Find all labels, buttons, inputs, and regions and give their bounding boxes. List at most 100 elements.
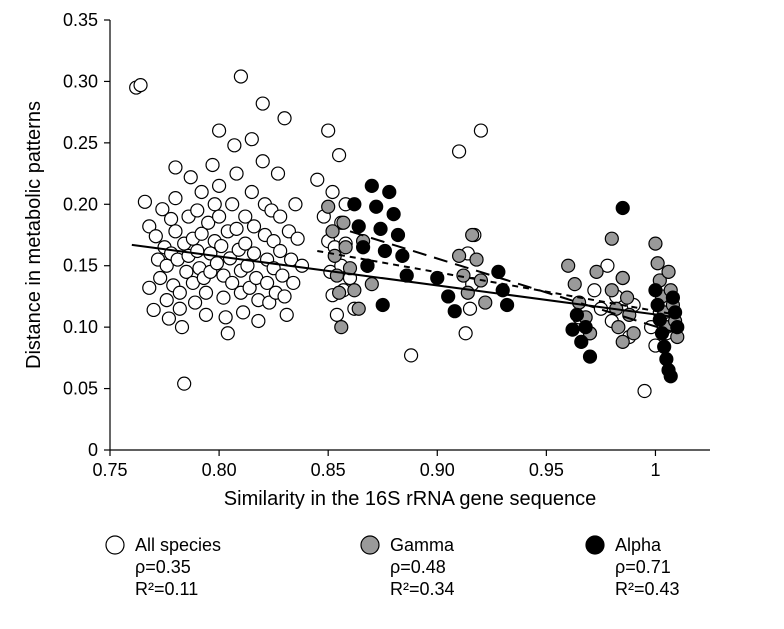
data-point [206,158,219,171]
data-point [392,229,405,242]
data-point [221,327,234,340]
data-point [339,241,352,254]
data-point [352,302,365,315]
data-point [649,284,662,297]
legend-label-gamma-2: R²=0.34 [390,579,455,599]
data-point [575,335,588,348]
data-point [658,340,671,353]
legend-label-all-1: ρ=0.35 [135,557,191,577]
data-point [333,286,346,299]
y-tick-label: 0.05 [63,379,98,399]
data-point [213,210,226,223]
data-point [173,286,186,299]
x-tick-label: 0.90 [420,460,455,480]
x-tick-label: 0.85 [311,460,346,480]
data-point [453,249,466,262]
data-point [326,186,339,199]
x-tick-label: 0.80 [202,460,237,480]
data-point [154,272,167,285]
data-point [176,321,189,334]
data-point [213,124,226,137]
data-point [590,265,603,278]
data-point [278,112,291,125]
data-point [638,385,651,398]
y-tick-label: 0.15 [63,256,98,276]
data-point [230,167,243,180]
data-point [616,201,629,214]
data-point [189,296,202,309]
data-point [621,291,634,304]
data-point [616,335,629,348]
data-point [296,259,309,272]
data-point [352,220,365,233]
data-point [143,281,156,294]
legend-label-alpha-1: ρ=0.71 [615,557,671,577]
data-point [173,302,186,315]
data-point [248,220,261,233]
data-point [237,306,250,319]
data-point [348,198,361,211]
data-point [374,222,387,235]
y-tick-label: 0.20 [63,194,98,214]
data-point [245,133,258,146]
data-point [605,232,618,245]
legend-marker-all [106,536,124,554]
data-point [169,192,182,205]
data-point [217,291,230,304]
legend-label-all-0: All species [135,535,221,555]
data-point [138,195,151,208]
data-point [651,299,664,312]
y-tick-label: 0.10 [63,317,98,337]
data-point [396,249,409,262]
legend-label-alpha-2: R²=0.43 [615,579,680,599]
data-point [219,311,232,324]
data-point [326,225,339,238]
data-point [195,186,208,199]
data-point [291,232,304,245]
data-point [230,222,243,235]
data-point [149,230,162,243]
legend-label-gamma-1: ρ=0.48 [390,557,446,577]
data-point [649,237,662,250]
data-point [584,350,597,363]
data-point [256,97,269,110]
data-point [605,284,618,297]
data-point [479,296,492,309]
data-point [191,204,204,217]
data-point [387,208,400,221]
data-point [616,272,629,285]
y-axis-label: Distance in metabolic patterns [23,101,45,369]
data-point [200,308,213,321]
y-tick-label: 0.35 [63,10,98,30]
data-point [169,161,182,174]
scatter-chart: 0.750.800.850.900.95100.050.100.150.200.… [0,0,784,629]
data-point [274,244,287,257]
data-point [566,323,579,336]
data-point [147,303,160,316]
data-point [330,308,343,321]
y-tick-label: 0.30 [63,71,98,91]
data-point [383,186,396,199]
data-point [357,241,370,254]
data-point [365,278,378,291]
data-point [664,370,677,383]
data-point [162,312,175,325]
data-point [453,145,466,158]
data-point [191,244,204,257]
data-point [365,179,378,192]
data-point [184,171,197,184]
x-tick-label: 0.75 [92,460,127,480]
data-point [226,198,239,211]
data-point [248,247,261,260]
y-tick-label: 0 [88,440,98,460]
data-point [165,213,178,226]
legend-marker-gamma [361,536,379,554]
data-point [405,349,418,362]
data-point [568,278,581,291]
data-point [134,79,147,92]
data-point [322,200,335,213]
data-point [492,265,505,278]
data-point [656,327,669,340]
data-point [378,244,391,257]
data-point [287,276,300,289]
